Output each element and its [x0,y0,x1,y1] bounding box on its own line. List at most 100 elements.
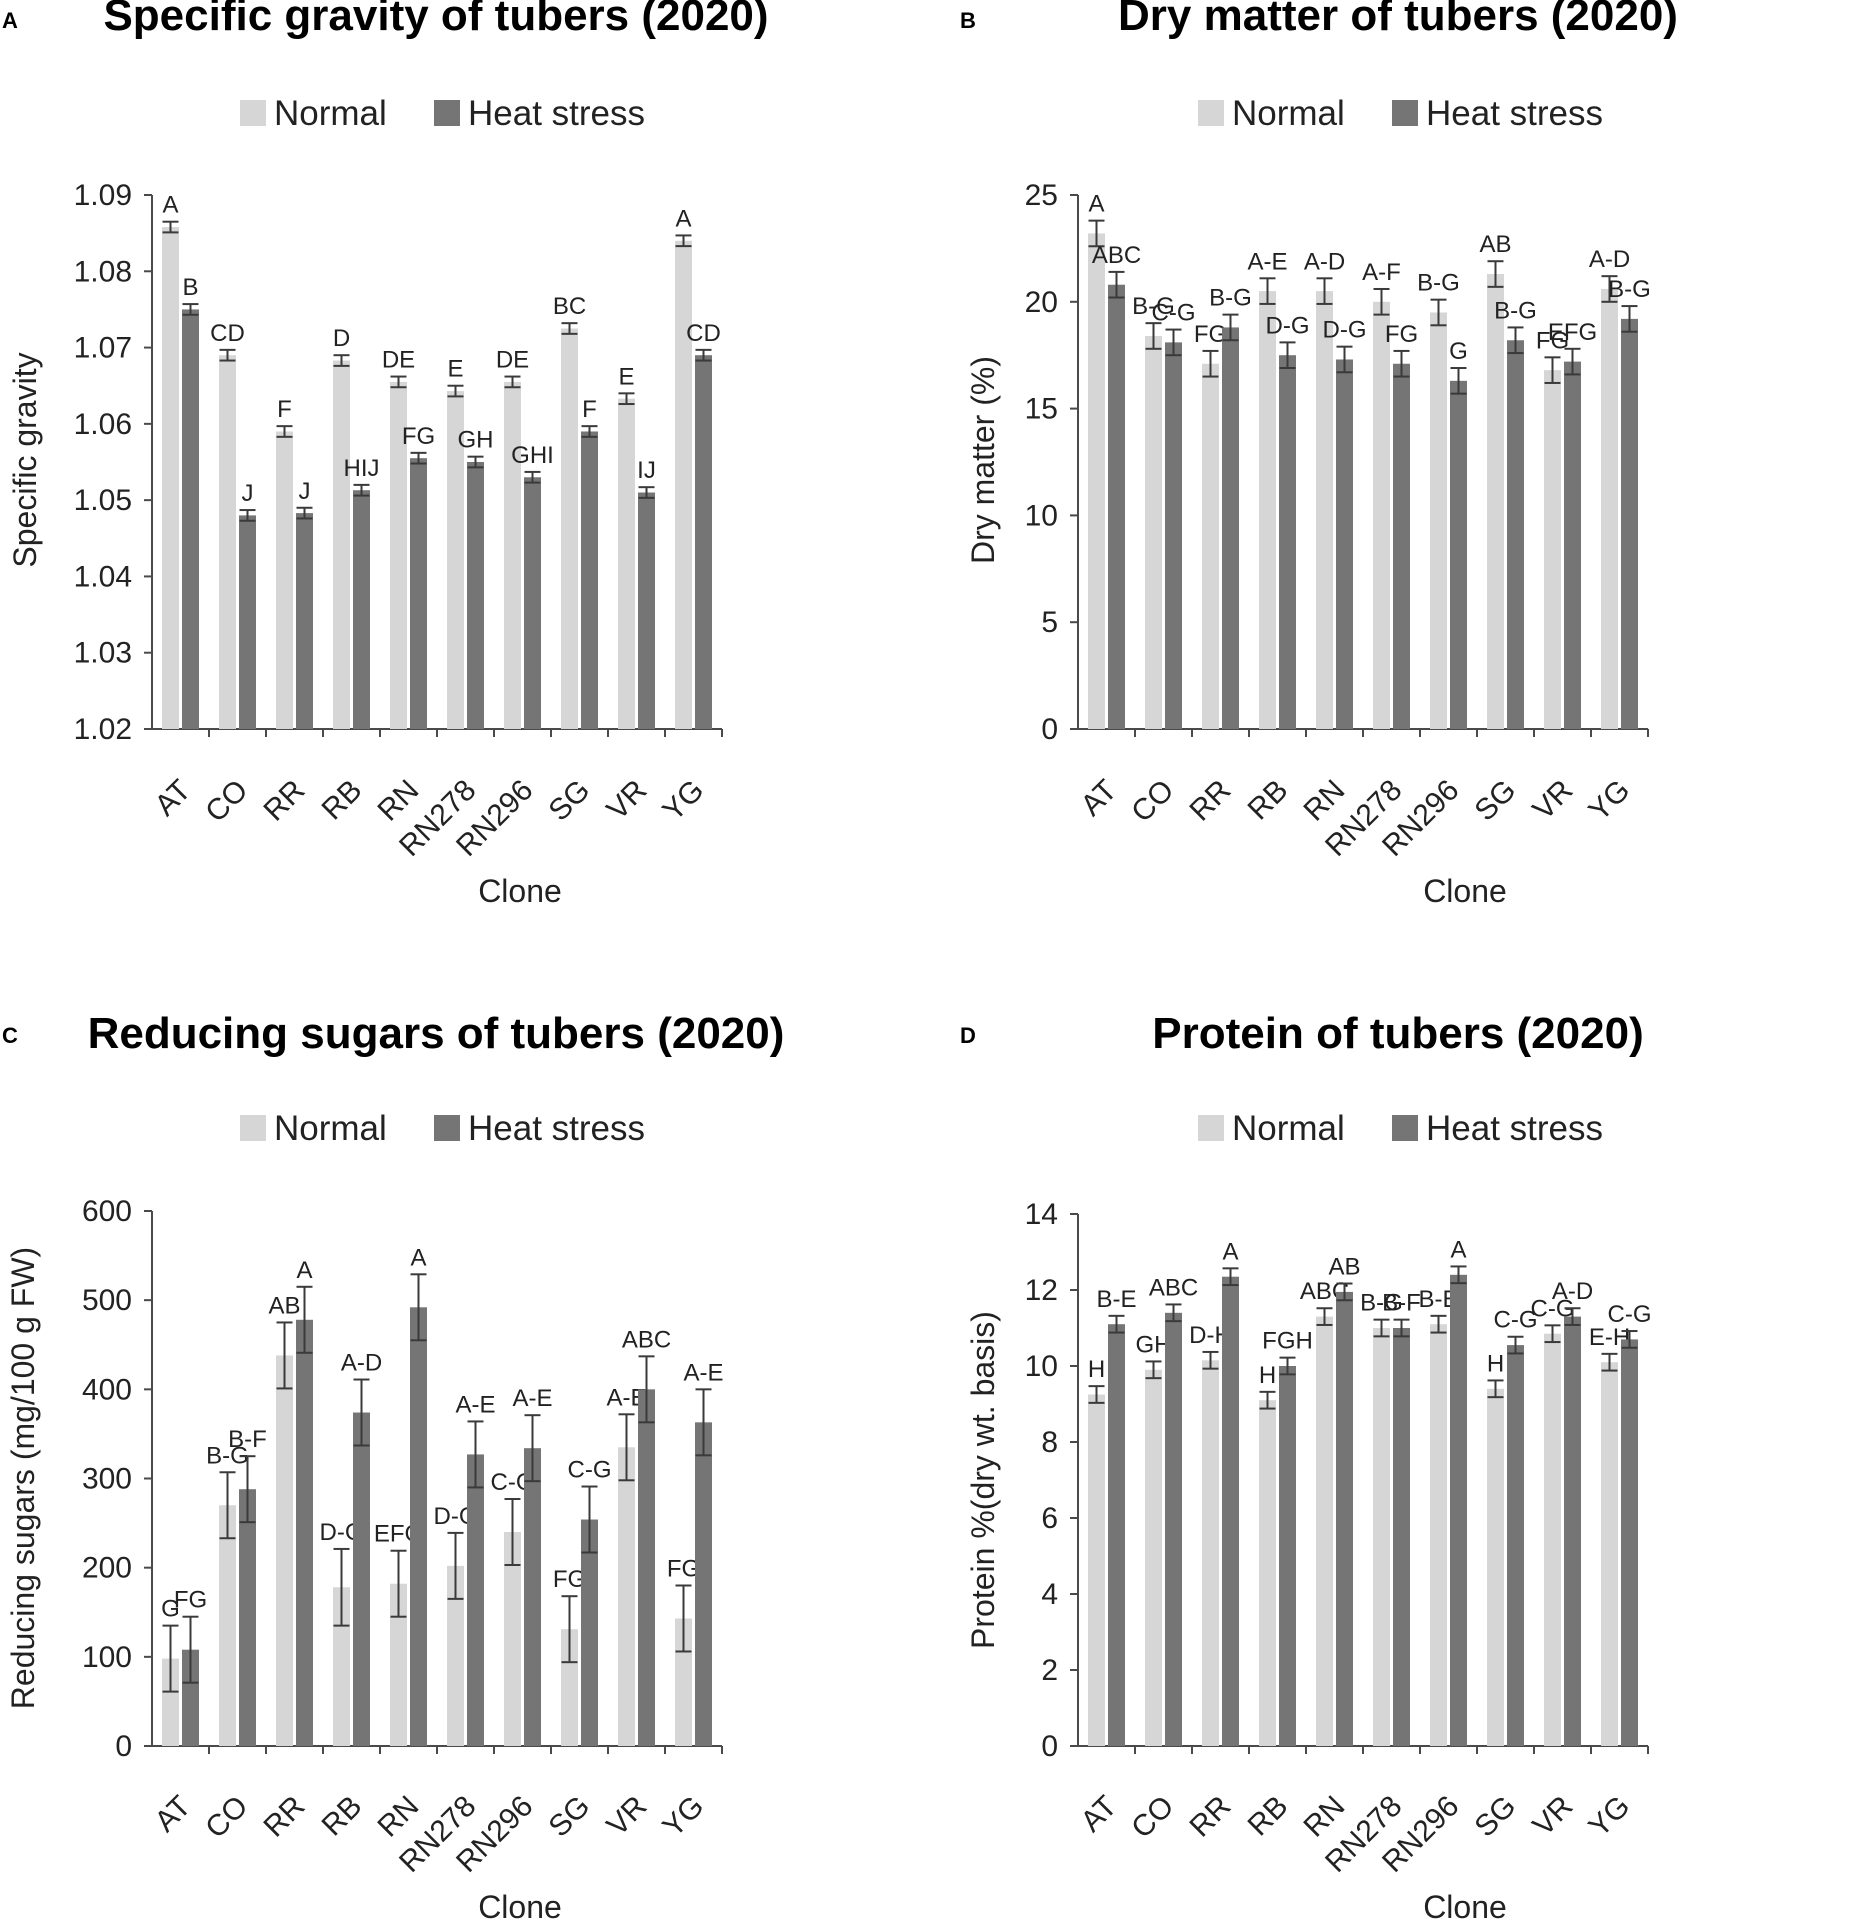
significance-label: A [675,205,691,232]
bar-heat-rn278 [467,1454,484,1746]
significance-label: A [410,1244,426,1271]
significance-label: HIJ [344,455,380,482]
bar-normal-yg [1601,288,1618,729]
bar-heat-rn296 [1450,1274,1467,1746]
category-label: AT [1075,1790,1124,1839]
x-axis-title: Clone [478,1889,562,1922]
bar-heat-rn296 [524,477,541,729]
significance-label: FG [1385,321,1418,348]
significance-label: C-G [1608,1301,1652,1328]
bar-heat-vr [638,492,655,729]
significance-label: E [618,363,634,390]
bar-normal-rn [390,381,407,729]
bar-normal-rn278 [447,1565,464,1746]
y-tick-label: 1.03 [74,637,132,670]
bar-heat-rn278 [467,462,484,729]
significance-label: C-G [1494,1307,1538,1334]
bar-heat-rn [1336,1291,1353,1746]
bar-heat-rr [296,1319,313,1746]
legend-label-heat: Heat stress [468,94,645,133]
significance-label: D-G [1323,317,1367,344]
bar-heat-sg [581,431,598,729]
legend: Normal Heat stress [1198,1109,1603,1148]
category-label: YG [1582,774,1636,828]
legend-label-normal: Normal [1232,94,1345,133]
y-tick-label: 0 [115,1730,132,1763]
category-label: YG [656,1790,710,1844]
chart-panel-a: A Specific gravity of tubers (2020) Normal… [2,0,769,909]
category-label: CO [1125,1790,1180,1845]
x-axis-title: Clone [478,873,562,909]
significance-label: A-E [1247,248,1287,275]
legend: Normal Heat stress [240,94,645,133]
legend-swatch-heat [434,1115,460,1141]
significance-label: B-G [1608,276,1651,303]
significance-label: A [162,192,178,219]
significance-label: ABC [1149,1274,1198,1301]
bar-heat-rn [1336,359,1353,729]
y-tick-label: 8 [1041,1426,1058,1459]
bar-normal-rn [390,1583,407,1746]
significance-label: DE [382,347,415,374]
significance-label: GHI [511,442,554,469]
y-tick-label: 1.09 [74,179,132,212]
significance-label: B-G [1360,1290,1403,1317]
x-axis-title: Clone [1423,1889,1507,1922]
bar-normal-sg [561,328,578,729]
bar-normal-vr [1544,370,1561,729]
significance-label: B-G [1494,297,1537,324]
significance-label: B-F [228,1426,267,1453]
bar-normal-rn [1316,291,1333,729]
category-label: RR [257,774,311,828]
category-label: SG [542,774,596,828]
y-tick-label: 5 [1041,606,1058,639]
category-label: SG [1468,774,1522,828]
significance-label: FG [553,1566,586,1593]
bar-heat-at [182,309,199,729]
y-tick-label: 0 [1041,713,1058,746]
y-tick-label: 1.06 [74,408,132,441]
significance-label: B-G [1132,293,1175,320]
bar-heat-co [239,515,256,729]
category-label: VR [601,1790,654,1843]
significance-label: ABC [1092,242,1141,269]
significance-label: FG [402,423,435,450]
significance-label: FG [1536,327,1569,354]
bar-heat-rr [1222,1276,1239,1746]
y-tick-label: 600 [82,1195,132,1228]
category-label: VR [1527,1790,1580,1843]
significance-label: B-G [1209,285,1252,312]
bar-heat-rb [353,490,370,729]
y-tick-label: 1.08 [74,255,132,288]
chart-title: Specific gravity of tubers (2020) [103,0,768,40]
y-tick-label: 0 [1041,1730,1058,1763]
significance-label: A-D [341,1350,382,1377]
category-label: RB [316,1790,369,1843]
category-label: CO [1125,774,1180,829]
legend-label-heat: Heat stress [468,1109,645,1148]
significance-label: C-G [1152,300,1196,327]
y-tick-label: 400 [82,1373,132,1406]
significance-label: AB [1479,231,1511,258]
legend-swatch-normal [1198,100,1224,126]
bar-normal-rn296 [1430,312,1447,729]
significance-label: IJ [637,457,656,484]
significance-label: A-D [1552,1278,1593,1305]
y-tick-label: 14 [1025,1198,1058,1231]
bar-heat-yg [1621,1339,1638,1746]
bar-normal-rn278 [1373,1328,1390,1746]
bar-heat-rr [1222,327,1239,729]
legend: Normal Heat stress [1198,94,1603,133]
bar-normal-at [1088,233,1105,729]
bar-heat-vr [1564,1316,1581,1746]
significance-label: H [1259,1362,1276,1389]
significance-label: D-G [1266,312,1310,339]
chart-title: Reducing sugars of tubers (2020) [88,1009,785,1058]
significance-label: A [296,1257,312,1284]
y-tick-label: 300 [82,1463,132,1496]
bar-normal-vr [618,1447,635,1746]
category-label: AT [149,774,198,823]
chart-panel-b: B Dry matter of tubers (2020) Normal Heat s… [960,0,1678,909]
bar-normal-rr [1202,1360,1219,1746]
